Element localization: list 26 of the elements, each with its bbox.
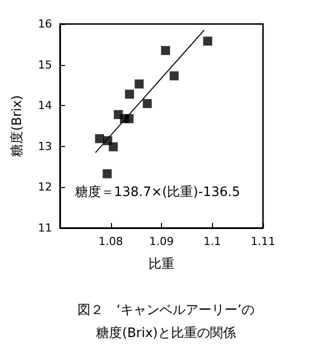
point — [95, 134, 104, 144]
point — [108, 142, 118, 152]
y-tick-label: 12 — [38, 180, 52, 194]
y-tick-label: 11 — [38, 222, 52, 234]
point — [102, 169, 112, 178]
y-tick-label: 13 — [38, 140, 52, 153]
x-tick-label: 1.1 — [204, 235, 221, 248]
point — [142, 99, 152, 108]
point — [170, 71, 179, 80]
y-axis-title: 糖度(Brix) — [9, 95, 25, 157]
y-tick-label: 16 — [38, 18, 52, 30]
y-tick-label: 14 — [38, 99, 52, 112]
y-tick-label: 15 — [38, 58, 52, 72]
point — [125, 90, 134, 99]
x-tick-label: 1.08 — [98, 235, 123, 248]
point — [134, 79, 144, 88]
point — [103, 136, 112, 146]
x-tick-label: 1.09 — [149, 235, 174, 248]
text: 糖度(Brix)と比重の関係 — [96, 325, 236, 341]
point — [124, 114, 134, 124]
x-axis-title: 比重 — [148, 257, 174, 272]
x-tick-label: 1.11 — [250, 235, 276, 248]
point — [203, 36, 212, 46]
point — [161, 46, 170, 56]
annotation: 糖度＝138.7×(比重)-136.5 — [75, 184, 240, 200]
text: 図２ ‘キャンベルアーリー’の — [77, 303, 255, 318]
